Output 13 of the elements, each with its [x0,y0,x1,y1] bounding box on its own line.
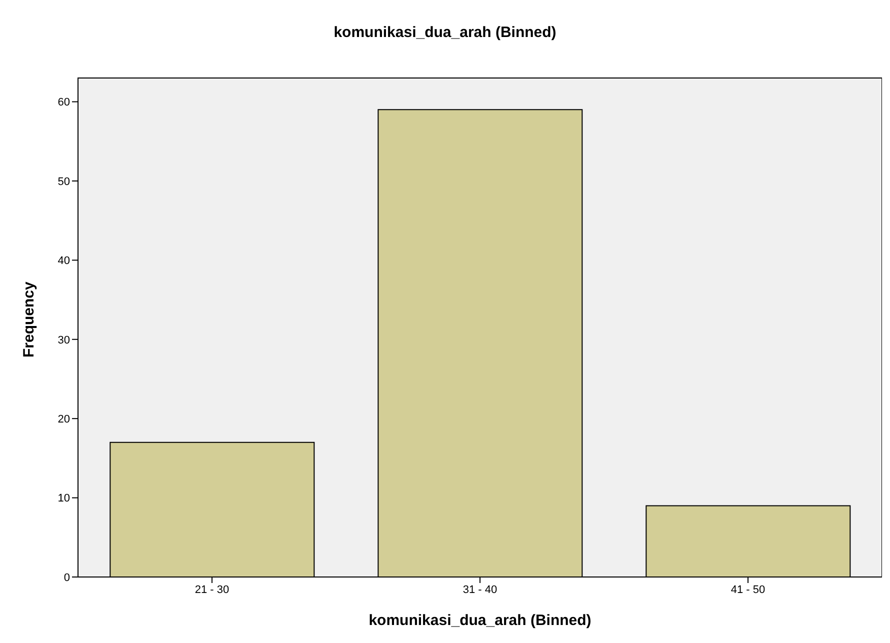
x-tick-label: 41 - 50 [730,584,766,596]
y-tick-label: 20 [58,413,70,426]
y-tick-label: 60 [58,96,70,109]
y-tick-label: 0 [64,572,70,584]
y-tick-label: 50 [58,176,70,188]
x-tick-label: 21 - 30 [194,584,230,596]
y-axis-title: Frequency [20,280,38,358]
x-tick-label: 31 - 40 [462,584,498,596]
y-tick-label: 30 [58,334,70,346]
x-axis-title: komunikasi_dua_arah (Binned) [368,612,592,629]
y-tick-label: 10 [58,492,70,505]
chart-title: komunikasi_dua_arah (Binned) [332,23,558,43]
y-tick-label: 40 [58,255,70,268]
